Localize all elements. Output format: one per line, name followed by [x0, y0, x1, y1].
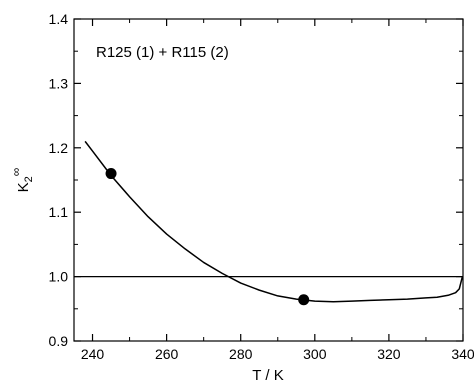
y-tick-label: 1.2: [49, 140, 69, 156]
y-axis-label-sub: 2: [23, 176, 35, 182]
x-tick-label: 240: [81, 346, 105, 362]
y-axis-label: K2∞: [9, 168, 35, 193]
x-tick-label: 300: [303, 346, 327, 362]
y-tick-label: 0.9: [49, 333, 69, 349]
curve-group: [84, 140, 463, 303]
data-points-group: [105, 168, 310, 306]
y-tick-label: 1.0: [49, 269, 69, 285]
data-point: [298, 294, 310, 306]
data-point: [105, 168, 117, 180]
x-tick-label: 340: [451, 346, 474, 362]
k2-curve: [84, 140, 463, 303]
x-tick-label: 280: [229, 346, 253, 362]
axis-ticks: 240 260 280 300 320 340 0.9 1.0 1.1 1.2 1.3 1.4: [49, 11, 474, 362]
system-annotation: R125 (1) + R115 (2): [96, 44, 229, 61]
y-axis-label-sup: ∞: [9, 168, 23, 177]
x-tick-label: 320: [377, 346, 401, 362]
x-tick-label: 260: [155, 346, 179, 362]
svg-text:K2∞: K2∞: [9, 168, 35, 193]
y-axis-label-base: K: [15, 182, 32, 192]
y-tick-label: 1.4: [49, 11, 69, 27]
y-tick-label: 1.3: [49, 75, 69, 91]
x-axis-label: T / K: [252, 367, 283, 384]
y-tick-label: 1.1: [49, 204, 69, 220]
